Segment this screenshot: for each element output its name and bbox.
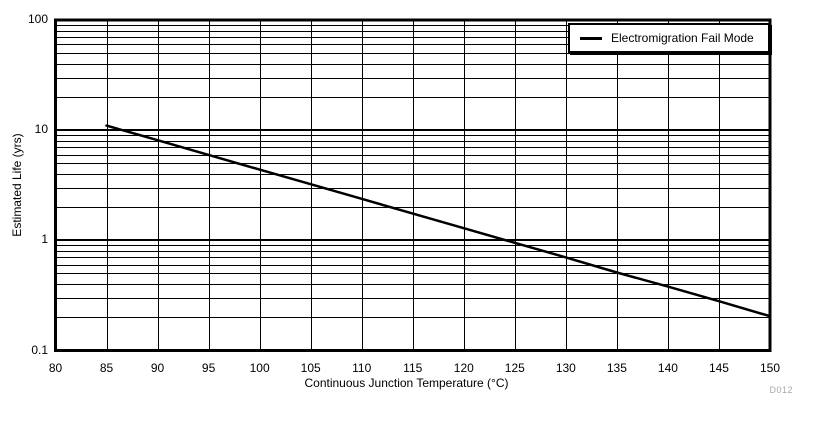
x-tick-label: 145 — [708, 361, 729, 375]
x-tick-label: 105 — [300, 361, 321, 375]
x-tick-label: 125 — [504, 361, 525, 375]
x-tick-label: 150 — [759, 361, 781, 375]
y-tick-label: 10 — [34, 122, 48, 137]
x-tick-label: 100 — [249, 361, 270, 375]
x-tick-label: 135 — [606, 361, 627, 375]
y-axis-title: Estimated Life (yrs) — [10, 133, 24, 237]
x-tick-label: 115 — [403, 361, 423, 375]
figure-note: D012 — [769, 385, 793, 395]
grid-lines — [55, 20, 770, 351]
x-tick-label: 130 — [555, 361, 576, 375]
x-axis-title: Continuous Junction Temperature (°C) — [304, 376, 509, 390]
x-tick-label: 90 — [150, 361, 165, 375]
x-tick-label: 85 — [99, 361, 114, 375]
x-tick-label: 80 — [48, 361, 63, 375]
plot-border — [54, 18, 772, 352]
y-tick-label: 100 — [27, 12, 48, 26]
y-tick-label: 0.1 — [31, 342, 48, 357]
series-line-electromigration — [105, 124, 772, 318]
x-tick-label: 95 — [201, 361, 216, 375]
legend-box: Electromigration Fail Mode — [568, 23, 770, 53]
legend-label: Electromigration Fail Mode — [611, 31, 754, 45]
x-tick-label: 110 — [352, 361, 372, 375]
x-tick-label: 120 — [453, 361, 474, 375]
y-tick-label: 1 — [41, 232, 48, 247]
x-tick-label: 140 — [657, 361, 678, 375]
legend-line-sample-icon — [580, 36, 602, 40]
